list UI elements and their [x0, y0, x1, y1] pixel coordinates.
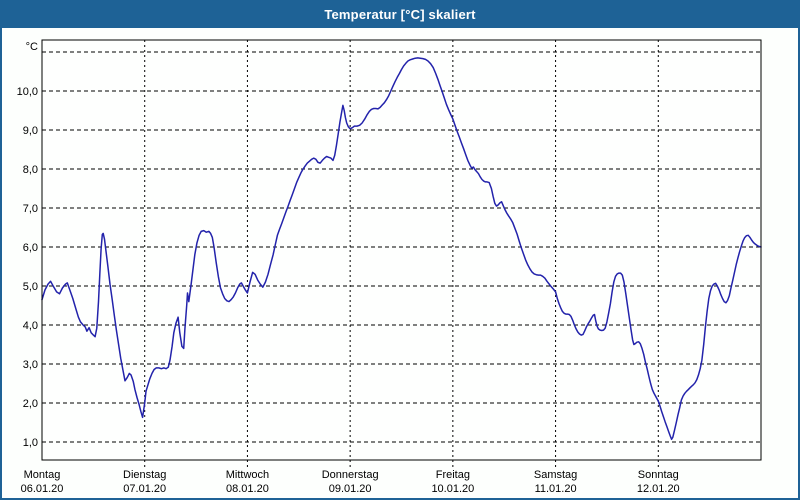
- y-tick-label: 8,0: [23, 164, 38, 176]
- x-axis-day-date: 12.01.20: [637, 483, 680, 495]
- y-tick-label: 7,0: [23, 203, 38, 215]
- x-axis-day-name: Freitag: [436, 469, 470, 481]
- x-axis-day-name: Mittwoch: [226, 469, 269, 481]
- plot-background: [42, 40, 761, 460]
- temperature-series-line: [41, 57, 762, 441]
- x-axis-day-date: 06.01.20: [21, 483, 64, 495]
- y-tick-label: 3,0: [23, 359, 38, 371]
- y-tick-label: 10,0: [17, 86, 38, 98]
- x-axis-day-date: 10.01.20: [431, 483, 474, 495]
- x-axis-day-name: Dienstag: [123, 469, 166, 481]
- x-axis-day-name: Montag: [24, 469, 61, 481]
- x-axis-day-date: 11.01.20: [535, 483, 577, 495]
- x-axis-day-name: Sonntag: [638, 469, 679, 481]
- y-tick-label: 1,0: [23, 437, 38, 449]
- y-tick-label: 6,0: [23, 242, 38, 254]
- y-tick-label: 5,0: [23, 281, 38, 293]
- x-axis-day-date: 07.01.20: [123, 483, 166, 495]
- y-tick-label: 9,0: [23, 125, 38, 137]
- x-axis-day-name: Donnerstag: [322, 469, 379, 481]
- y-tick-label: 4,0: [23, 320, 38, 332]
- y-tick-label: 2,0: [23, 398, 38, 410]
- x-axis-day-date: 09.01.20: [329, 483, 372, 495]
- window-titlebar: Temperatur [°C] skaliert: [0, 0, 800, 28]
- chart-title: Temperatur [°C] skaliert: [324, 6, 476, 22]
- x-axis-day-date: 08.01.20: [226, 483, 269, 495]
- y-axis-unit-label: °C: [26, 41, 38, 53]
- plot-frame: [41, 39, 762, 461]
- x-axis-day-name: Samstag: [534, 469, 577, 481]
